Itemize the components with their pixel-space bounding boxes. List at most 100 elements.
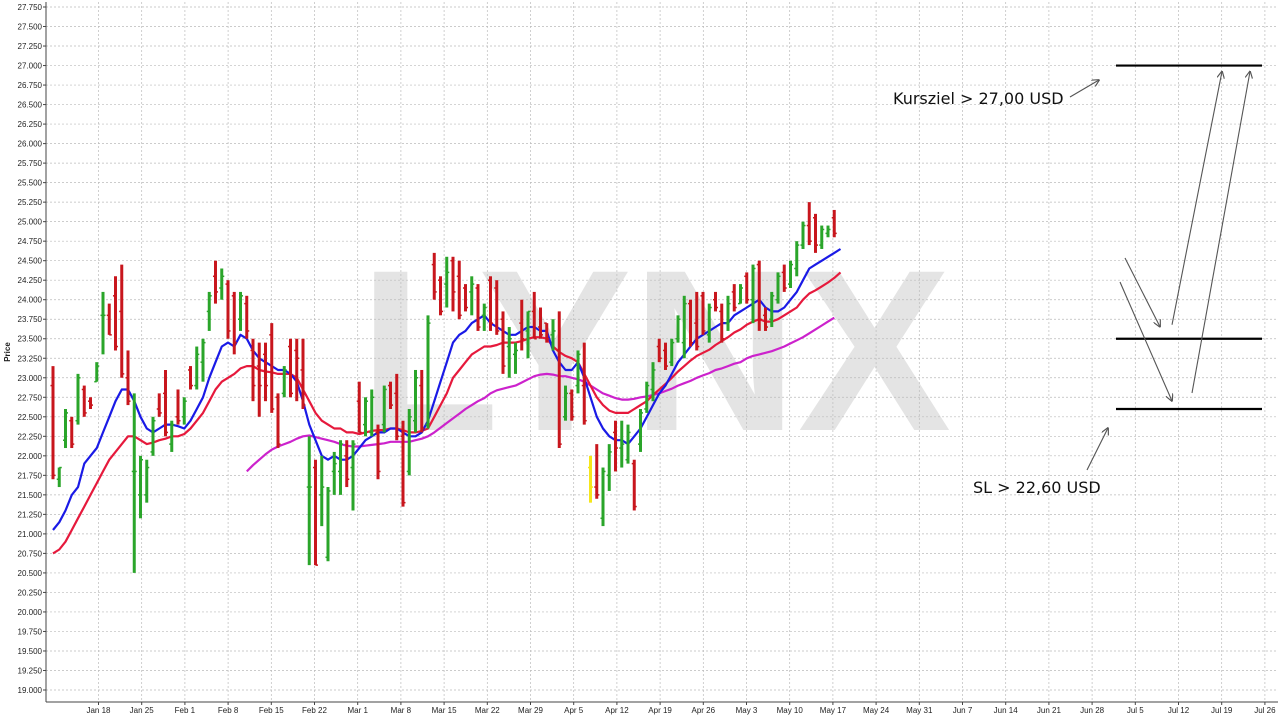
ohlc-bar [819,225,825,249]
ohlc-bar [650,362,656,402]
ohlc-bar [663,342,668,370]
y-tick-label: 24.000 [18,296,43,305]
ohlc-bar [719,303,725,343]
ohlc-bar [625,424,631,464]
ohlc-bar [531,291,537,340]
x-tick-label: May 24 [863,706,890,715]
ohlc-bar [481,303,487,331]
ohlc-bar [169,420,175,452]
ohlc-bar [769,291,775,328]
ohlc-bar [756,260,762,331]
x-tick-label: Mar 8 [391,706,412,715]
x-tick-label: Jun 21 [1037,706,1062,715]
ohlc-bar [475,284,481,331]
ohlc-bar [594,444,600,499]
ohlc-bar [575,350,581,394]
ohlc-bar [306,436,312,566]
y-tick-label: 27.750 [18,3,43,12]
ohlc-bar [394,373,400,441]
ohlc-bar [406,408,412,476]
ohlc-bar [156,393,162,417]
ohlc-bar [513,342,518,374]
ohlc-bar [338,440,343,495]
ohlc-bar [181,397,187,425]
ohlc-bar [556,311,562,449]
y-tick-label: 25.500 [18,179,43,188]
x-tick-label: Jan 18 [86,706,111,715]
ohlc-bar [119,264,125,378]
ohlc-bar [744,272,750,304]
ohlc-bar [638,408,643,452]
x-tick-label: Apr 26 [692,706,716,715]
ohlc-bar [444,256,450,308]
y-tick-label: 23.500 [18,335,43,344]
ohlc-bar [588,455,593,503]
ohlc-bar [694,291,700,351]
ohlc-bar [419,369,425,433]
y-tick-label: 26.000 [18,140,43,149]
x-tick-label: Mar 15 [432,706,457,715]
ohlc-bar [88,397,93,409]
ohlc-bar [275,393,281,449]
ohlc-bar [831,209,837,238]
ohlc-bar [125,350,131,406]
x-tick-label: Jun 7 [953,706,973,715]
ohlc-bar [100,291,106,355]
y-tick-label: 21.250 [18,510,43,519]
ohlc-bar [725,295,731,331]
y-tick-label: 25.000 [18,218,43,227]
ohlc-bar [488,276,493,331]
ohlc-bar [425,315,431,429]
annotation-arrow [1124,257,1160,327]
x-tick-label: Mar 22 [475,706,500,715]
annotation-arrow [1191,72,1250,394]
y-tick-label: 26.500 [18,101,43,110]
ohlc-bar [706,303,712,343]
ohlc-bar [788,260,793,289]
y-tick-label: 21.000 [18,530,43,539]
stop-loss-annotation: SL > 22,60 USD [973,478,1101,497]
ohlc-bar [256,342,262,417]
ohlc-bar [344,440,350,488]
ohlc-bar [363,397,368,437]
ohlc-bar [75,373,81,425]
x-tick-label: May 17 [820,706,847,715]
x-tick-label: Apr 12 [605,706,629,715]
ohlc-bar [438,276,443,316]
x-tick-label: Jul 5 [1127,706,1144,715]
annotation-arrow [1119,281,1172,401]
ohlc-bar [606,444,612,491]
x-tick-label: Mar 1 [347,706,368,715]
ohlc-bar [538,307,543,339]
y-tick-label: 24.750 [18,237,43,246]
ohlc-bar [388,381,393,409]
x-tick-label: May 31 [906,706,933,715]
annotation-arrow [1171,72,1222,325]
ohlc-bar [738,284,743,305]
ohlc-bar [544,322,550,343]
ohlc-bar [494,280,500,335]
ohlc-bar [681,295,687,359]
ohlc-bar [300,338,306,409]
y-tick-label: 21.500 [18,491,43,500]
ohlc-bar [350,440,356,511]
ohlc-bar [63,408,68,449]
ohlc-bar [400,420,406,507]
ohlc-bar [244,295,250,339]
ohlc-bar [369,389,375,437]
x-tick-label: Jun 14 [994,706,1019,715]
ohlc-bar [238,291,243,331]
y-tick-label: 24.250 [18,276,43,285]
ohlc-bar [519,299,525,351]
ohlc-bar [469,276,475,316]
ohlc-bar [506,327,512,378]
ohlc-bar [619,420,625,468]
ohlc-bar [669,338,675,367]
ohlc-bar [794,241,800,277]
x-tick-label: Apr 19 [648,706,672,715]
ohlc-bar [569,389,575,421]
ohlc-bar [69,416,75,449]
y-tick-label: 23.750 [18,315,43,324]
y-tick-label: 22.500 [18,413,43,422]
ohlc-bar [775,272,781,304]
